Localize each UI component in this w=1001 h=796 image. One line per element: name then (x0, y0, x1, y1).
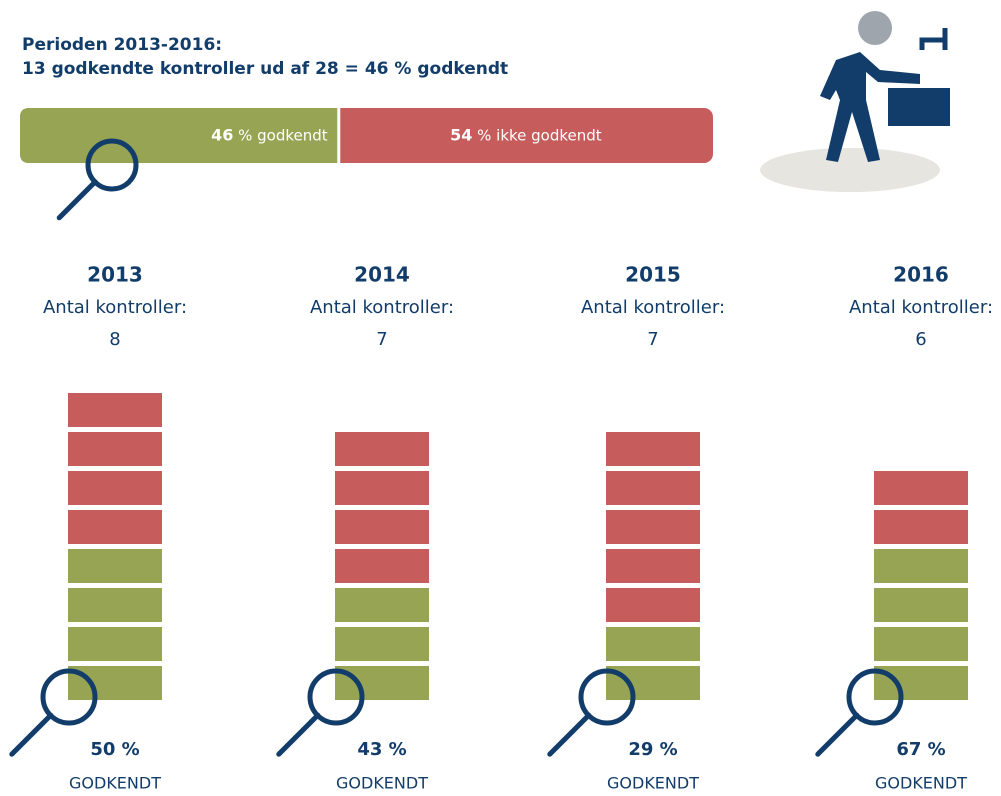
count: 7 (647, 329, 658, 350)
approved-block (68, 549, 162, 583)
count-label: Antal kontroller: (849, 297, 993, 318)
rejected-block (606, 471, 700, 505)
header-line: 13 godkendte kontroller ud af 28 = 46 % … (22, 59, 508, 79)
year-column: 2013 Antal kontroller: 8 50 % GODKENDT (9, 263, 187, 793)
approved-block (68, 588, 162, 622)
share-text: % godkendt (233, 126, 327, 144)
rejected-block (606, 432, 700, 466)
approved-block (874, 549, 968, 583)
year: 2013 (87, 263, 143, 287)
count: 8 (109, 329, 120, 350)
magnifier-lens (85, 138, 139, 192)
rejected-block (335, 510, 429, 544)
approved-block (335, 627, 429, 661)
rejected-block (335, 471, 429, 505)
status: GODKENDT (607, 774, 699, 793)
rejected-block (68, 432, 162, 466)
rejected-block (606, 549, 700, 583)
percent: 29 % (628, 739, 677, 760)
rejected-block (68, 393, 162, 427)
share-label: 46 % godkendt (211, 125, 328, 144)
rejected-block (335, 432, 429, 466)
approved-block (68, 627, 162, 661)
approved-block (874, 627, 968, 661)
rejected-block (874, 510, 968, 544)
approved-block (874, 666, 968, 700)
share-value: 46 (211, 125, 233, 144)
count: 7 (376, 329, 387, 350)
year-column: 2015 Antal kontroller: 7 29 % GODKENDT (547, 263, 725, 793)
magnifier-handle (547, 712, 592, 757)
year: 2016 (893, 263, 949, 287)
header-line: Perioden 2013-2016: (22, 35, 222, 55)
share-value: 54 (450, 125, 472, 144)
approved-block (874, 588, 968, 622)
year-column: 2014 Antal kontroller: 7 43 % GODKENDT (276, 263, 454, 793)
percent: 67 % (896, 739, 945, 760)
share-label: 54 % ikke godkendt (450, 125, 602, 144)
percent: 43 % (357, 739, 406, 760)
magnifier-handle (56, 179, 98, 221)
year: 2014 (354, 263, 410, 287)
person-icon (760, 11, 950, 192)
magnifier-handle (276, 712, 321, 757)
magnifier-lens (40, 668, 98, 726)
summary-bar: 46 % godkendt 54 % ikke godkendt (20, 108, 713, 221)
approved-block (606, 666, 700, 700)
count-label: Antal kontroller: (310, 297, 454, 318)
share-text: % ikke godkendt (472, 126, 601, 144)
count-label: Antal kontroller: (43, 297, 187, 318)
status: GODKENDT (875, 774, 967, 793)
approved-block (335, 588, 429, 622)
magnifier-lens (578, 668, 636, 726)
rejected-block (606, 510, 700, 544)
rejected-block (68, 471, 162, 505)
rejected-block (606, 588, 700, 622)
magnifier-lens (307, 668, 365, 726)
rejected-block (335, 549, 429, 583)
year: 2015 (625, 263, 681, 287)
magnifier-lens (846, 668, 904, 726)
status: GODKENDT (336, 774, 428, 793)
magnifier-handle (815, 712, 860, 757)
approved-block (606, 627, 700, 661)
count: 6 (915, 329, 926, 350)
rejected-block (874, 471, 968, 505)
percent: 50 % (90, 739, 139, 760)
approved-block (68, 666, 162, 700)
status: GODKENDT (69, 774, 161, 793)
approved-block (335, 666, 429, 700)
count-label: Antal kontroller: (581, 297, 725, 318)
magnifier-handle (9, 712, 54, 757)
rejected-block (68, 510, 162, 544)
year-column: 2016 Antal kontroller: 6 67 % GODKENDT (815, 263, 993, 793)
approved-share (20, 108, 339, 163)
